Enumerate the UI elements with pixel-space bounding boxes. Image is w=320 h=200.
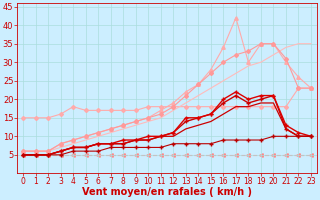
X-axis label: Vent moyen/en rafales ( km/h ): Vent moyen/en rafales ( km/h ) bbox=[82, 187, 252, 197]
